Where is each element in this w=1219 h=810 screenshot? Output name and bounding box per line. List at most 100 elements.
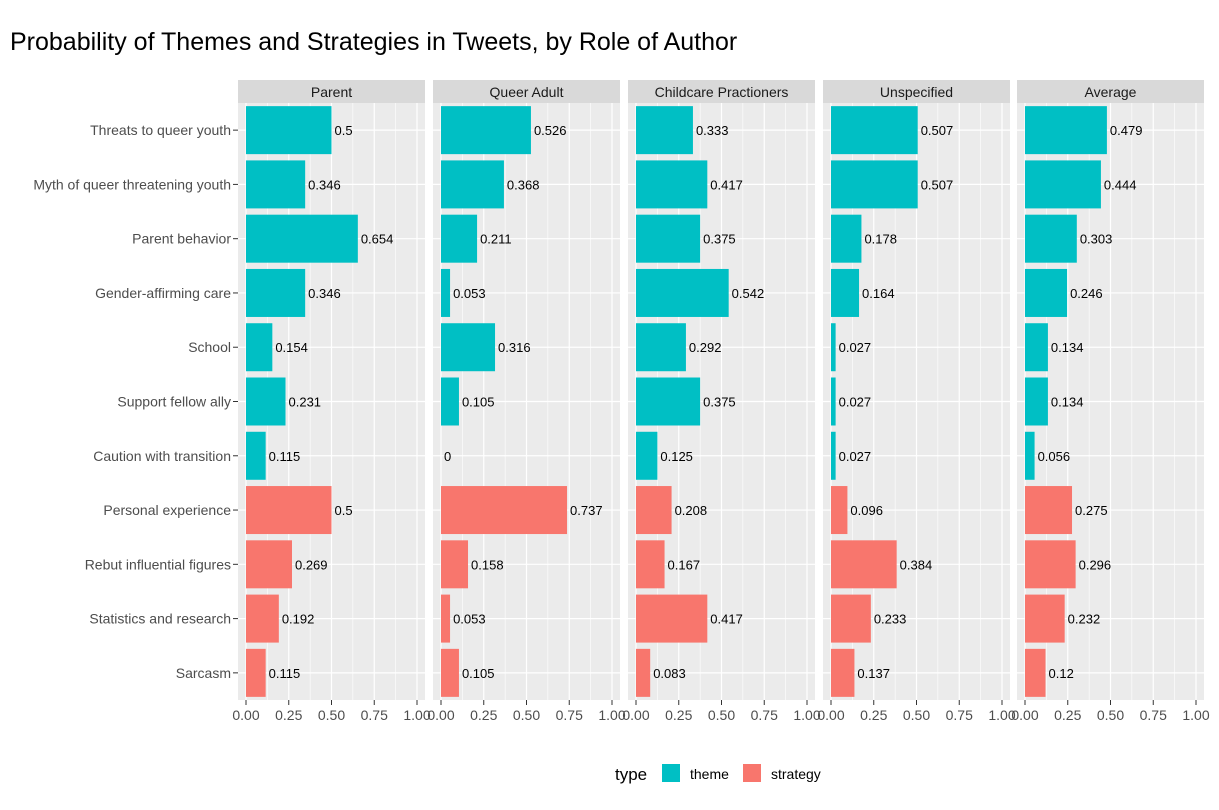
data-label: 0.137 xyxy=(857,666,890,681)
bar xyxy=(441,268,451,317)
facet-panel: Unspecified 0.507 0.507 0.178 0.164 0.027 0.02… xyxy=(817,80,1016,723)
y-category-label: Statistics and research xyxy=(89,611,231,627)
bar xyxy=(1025,377,1048,426)
facet-strip-label: Unspecified xyxy=(880,84,953,100)
data-label: 0.115 xyxy=(269,666,301,681)
y-category-label: Sarcasm xyxy=(176,665,231,681)
y-category-label: Myth of queer threatening youth xyxy=(33,176,231,192)
data-label: 0.375 xyxy=(703,395,736,410)
bar xyxy=(831,323,836,372)
y-category-label: Parent behavior xyxy=(132,231,231,247)
data-label: 0.125 xyxy=(660,449,693,464)
data-label: 0.346 xyxy=(308,177,341,192)
facet-strip xyxy=(1017,80,1204,103)
bar xyxy=(441,540,469,589)
data-label: 0.053 xyxy=(453,286,486,301)
facet-panel: Childcare Practioners 0.333 0.417 0.375 0.54… xyxy=(622,80,821,723)
data-label: 0.479 xyxy=(1110,123,1143,138)
x-tick-label: 0.50 xyxy=(513,707,540,723)
data-label: 0.105 xyxy=(462,666,495,681)
bar xyxy=(441,486,568,535)
data-label: 0.375 xyxy=(703,232,736,247)
facet-panel: Parent 0.5 0.346 0.654 0.346 0.154 0.231 0.115 0… xyxy=(232,80,431,723)
x-tick-label: 0.75 xyxy=(751,707,778,723)
data-label: 0.115 xyxy=(269,449,301,464)
data-label: 0.5 xyxy=(335,123,353,138)
x-tick-label: 0.75 xyxy=(1140,707,1167,723)
x-tick-label: 1.00 xyxy=(793,707,820,723)
bar xyxy=(831,377,836,426)
y-category-label: Caution with transition xyxy=(93,448,231,464)
bar xyxy=(441,214,478,263)
x-tick-label: 0.00 xyxy=(232,707,259,723)
x-tick-label: 0.75 xyxy=(946,707,973,723)
x-tick-label: 1.00 xyxy=(403,707,430,723)
bar xyxy=(441,594,451,643)
data-label: 0.526 xyxy=(534,123,567,138)
bar xyxy=(1025,486,1073,535)
data-label: 0.164 xyxy=(862,286,895,301)
facet-strip-label: Average xyxy=(1085,84,1137,100)
bar xyxy=(831,214,862,263)
bar xyxy=(831,106,918,155)
bar xyxy=(246,160,306,209)
bar xyxy=(1025,323,1048,372)
bar xyxy=(636,540,665,589)
data-label: 0.654 xyxy=(361,232,394,247)
data-label: 0.246 xyxy=(1070,286,1103,301)
bar xyxy=(246,106,332,155)
data-label: 0.053 xyxy=(453,612,486,627)
x-tick-label: 0.25 xyxy=(665,707,692,723)
y-category-label: School xyxy=(188,339,231,355)
facet-strip xyxy=(823,80,1010,103)
x-tick-label: 0.00 xyxy=(622,707,649,723)
y-category-label: Gender-affirming care xyxy=(95,285,231,301)
x-tick-label: 0.75 xyxy=(556,707,583,723)
x-tick-label: 0.25 xyxy=(1054,707,1081,723)
bar xyxy=(441,106,531,155)
x-tick-label: 1.00 xyxy=(598,707,625,723)
data-label: 0.507 xyxy=(921,123,954,138)
bar xyxy=(636,377,701,426)
bar xyxy=(636,106,693,155)
legend-key-swatch xyxy=(662,764,680,782)
facet-strip xyxy=(433,80,620,103)
data-label: 0.154 xyxy=(275,340,308,355)
legend-entry-label: theme xyxy=(690,766,729,782)
data-label: 0 xyxy=(444,449,451,464)
bar xyxy=(1025,648,1046,697)
bar xyxy=(441,160,504,209)
data-label: 0.507 xyxy=(921,177,954,192)
data-label: 0.192 xyxy=(282,612,315,627)
bar xyxy=(1025,540,1076,589)
bar xyxy=(1025,160,1101,209)
bar xyxy=(246,648,266,697)
x-tick-label: 0.50 xyxy=(318,707,345,723)
chart-title: Probability of Themes and Strategies in … xyxy=(10,28,737,56)
x-tick-label: 0.25 xyxy=(860,707,887,723)
bar xyxy=(246,594,279,643)
y-category-label: Support fellow ally xyxy=(117,394,231,410)
bar xyxy=(441,377,459,426)
bar xyxy=(831,160,918,209)
facet-strip-label: Childcare Practioners xyxy=(655,84,789,100)
data-label: 0.269 xyxy=(295,557,328,572)
y-category-label: Threats to queer youth xyxy=(90,122,231,138)
bar xyxy=(441,323,496,372)
bar xyxy=(246,486,332,535)
bar xyxy=(636,431,658,480)
bar xyxy=(246,214,358,263)
facet-strip xyxy=(238,80,425,103)
y-category-label: Personal experience xyxy=(103,502,231,518)
data-label: 0.417 xyxy=(710,177,743,192)
bar xyxy=(636,160,708,209)
bar xyxy=(636,594,708,643)
bar xyxy=(636,323,686,372)
legend-key-swatch xyxy=(743,764,761,782)
bar xyxy=(831,594,871,643)
bar xyxy=(831,431,836,480)
bar xyxy=(1025,594,1065,643)
x-tick-label: 0.00 xyxy=(1011,707,1038,723)
data-label: 0.167 xyxy=(668,557,701,572)
data-label: 0.346 xyxy=(308,286,341,301)
